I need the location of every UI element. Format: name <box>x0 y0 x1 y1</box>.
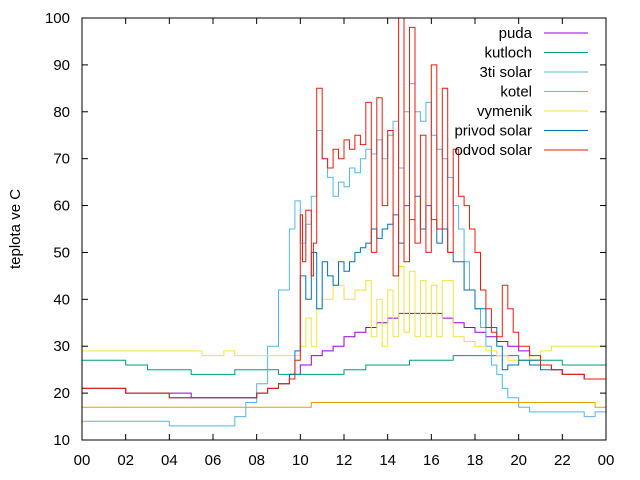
series-line-privod-solar <box>82 195 606 399</box>
ticks-layer: 00 02 04 06 08 10 12 14 16 18 20 22 0010203040506070… <box>45 10 614 469</box>
x-tick-label: 12 <box>336 452 353 469</box>
series-line-kutloch <box>82 355 606 375</box>
x-tick-label: 02 <box>117 452 134 469</box>
x-tick-label: 20 <box>510 452 527 469</box>
y-tick-label: 20 <box>53 385 70 402</box>
x-tick-label: 00 <box>598 452 615 469</box>
series-line-vymenik <box>82 266 606 361</box>
x-tick-label: 06 <box>205 452 222 469</box>
series-layer <box>82 17 607 427</box>
y-tick-label: 60 <box>53 198 70 215</box>
x-tick-label: 14 <box>379 452 396 469</box>
legend: puda kutloch 3ti solar kotel vymenik privod s… <box>454 25 588 159</box>
y-tick-label: 70 <box>53 151 70 168</box>
x-tick-label: 08 <box>248 452 265 469</box>
series-line-kotel <box>82 402 607 408</box>
legend-label-kotel: kotel <box>500 84 532 101</box>
series-line-3ti-solar <box>82 83 607 427</box>
x-tick-label: 16 <box>423 452 440 469</box>
y-tick-label: 90 <box>53 57 70 74</box>
legend-label-kutloch: kutloch <box>484 45 532 62</box>
y-tick-label: 100 <box>45 10 70 27</box>
legend-label-vymenik: vymenik <box>477 103 533 120</box>
y-axis-title: teplota ve C <box>7 189 24 269</box>
x-tick-label: 18 <box>467 452 484 469</box>
x-tick-label: 22 <box>554 452 571 469</box>
legend-label-puda: puda <box>499 25 533 42</box>
legend-label-odvod-solar: odvod solar <box>454 142 532 159</box>
series-line-odvod-solar <box>82 17 606 399</box>
y-tick-label: 80 <box>53 104 70 121</box>
y-tick-label: 50 <box>53 244 70 261</box>
legend-label-3ti-solar: 3ti solar <box>479 64 532 81</box>
x-tick-label: 00 <box>74 452 91 469</box>
y-tick-label: 30 <box>53 338 70 355</box>
legend-label-privod-solar: privod solar <box>454 123 532 140</box>
x-tick-label: 04 <box>161 452 178 469</box>
y-tick-label: 40 <box>53 291 70 308</box>
x-tick-label: 10 <box>292 452 309 469</box>
y-tick-label: 10 <box>53 432 70 449</box>
